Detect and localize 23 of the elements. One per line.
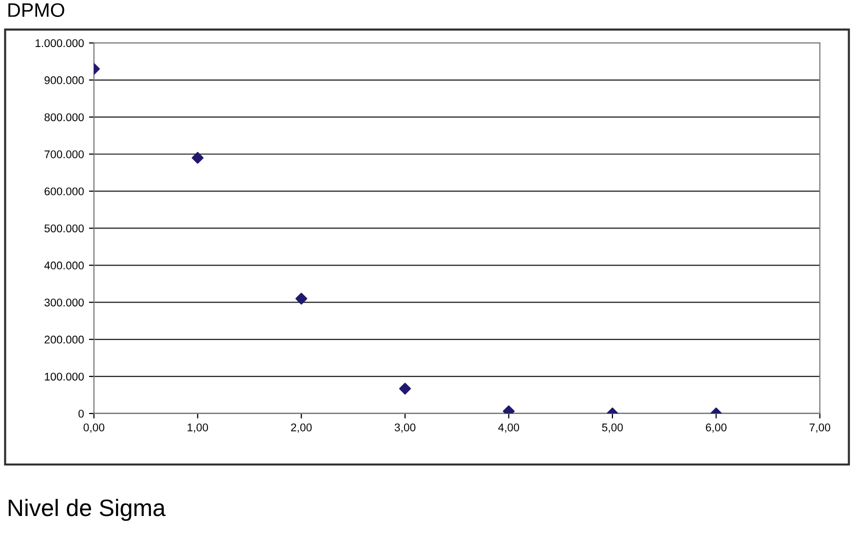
y-tick-label: 600.000 (44, 187, 84, 196)
x-tick-label: 4,00 (498, 424, 520, 433)
y-tick-label: 300.000 (44, 298, 84, 306)
point (295, 292, 308, 305)
x-tick-label: 6,00 (706, 424, 727, 433)
x-tick-label: 7,00 (810, 424, 830, 433)
y-tick-label: 0 (78, 410, 84, 418)
y-tick-label: 400.000 (44, 262, 84, 270)
x-tick-label: 1,00 (188, 424, 208, 433)
y-tick-label: 200.000 (44, 336, 84, 344)
x-tick-label: 2,00 (291, 424, 312, 433)
point (192, 152, 204, 164)
x-axis-title: Nivel de Sigma (8, 498, 166, 521)
chart-title: DPMO (8, 3, 64, 17)
y-tick-label: 500.000 (44, 224, 84, 232)
y-tick-label: 1.000.000 (36, 39, 84, 48)
x-tick-label: 0,00 (84, 424, 104, 433)
y-tick-label: 700.000 (44, 150, 84, 158)
x-tick-label: 5,00 (602, 424, 623, 433)
x-tick-label: 3,00 (394, 424, 416, 433)
y-tick-label: 100.000 (44, 372, 84, 381)
y-tick-label: 900.000 (44, 76, 84, 84)
y-tick-label: 800.000 (44, 113, 84, 122)
